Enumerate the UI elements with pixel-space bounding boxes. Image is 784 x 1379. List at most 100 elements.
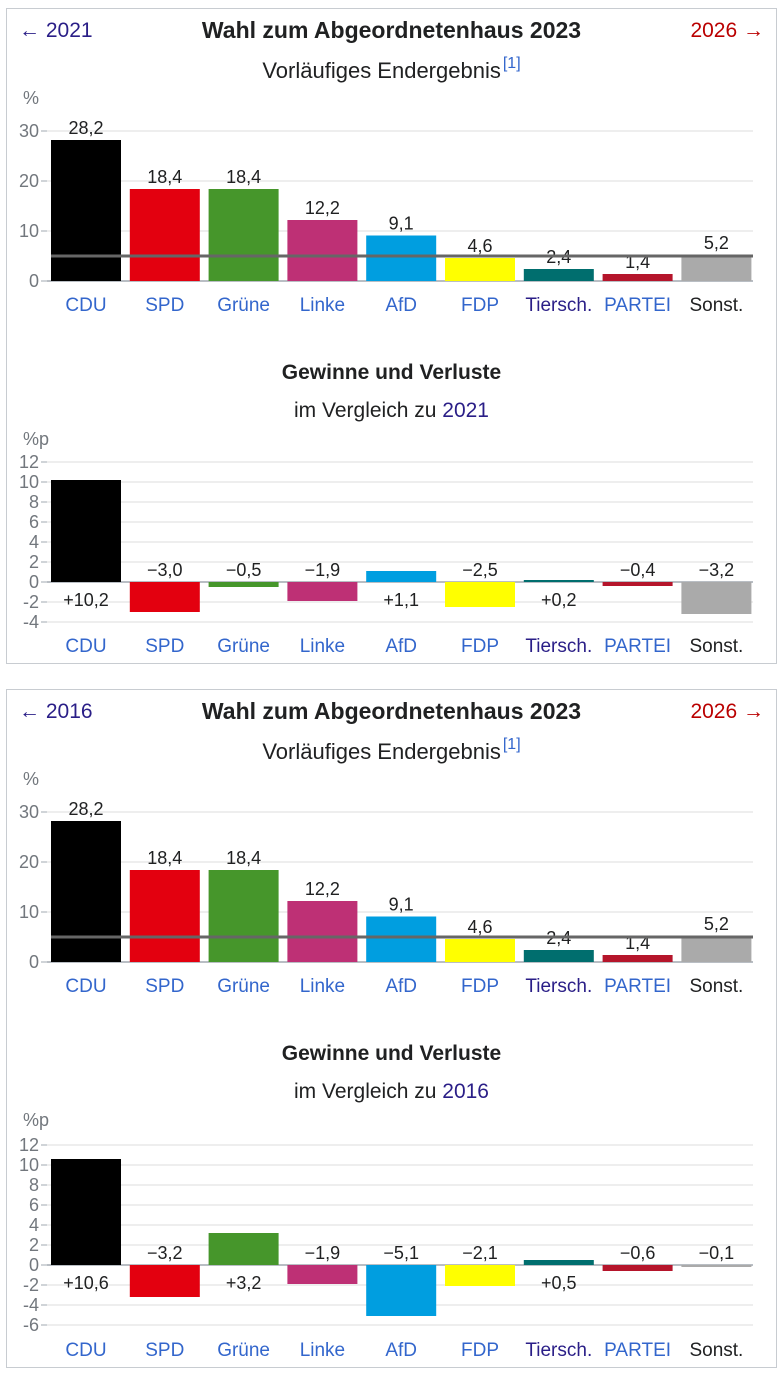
- y-tick-label: 2: [29, 1235, 39, 1255]
- category-label-sonst[interactable]: Sonst.: [689, 295, 743, 316]
- footnote-link[interactable]: [1]: [502, 55, 521, 72]
- y-tick-label: 0: [29, 271, 39, 291]
- bar-grne: [208, 1233, 279, 1265]
- category-label-afd[interactable]: AfD: [385, 636, 417, 657]
- bar-tiersch: [523, 580, 594, 582]
- y-tick-label: 10: [19, 1155, 39, 1175]
- election-panel-vs-2016: ← 2016 Wahl zum Abgeordnetenhaus 2023 20…: [6, 689, 777, 1368]
- panel-title: Wahl zum Abgeordnetenhaus 2023: [201, 698, 582, 724]
- value-label: −5,1: [383, 1243, 419, 1263]
- diff-subtitle: im Vergleich zu 2021: [7, 399, 776, 423]
- y-tick-label: 20: [19, 852, 39, 872]
- y-tick-label: 4: [29, 532, 39, 552]
- bar-linke: [287, 901, 358, 962]
- previous-election-link[interactable]: ← 2016: [19, 700, 93, 723]
- bar-tiersch: [523, 950, 594, 962]
- category-label-partei[interactable]: PARTEI: [604, 976, 671, 997]
- category-label-partei[interactable]: PARTEI: [604, 636, 671, 657]
- previous-election-link[interactable]: ← 2021: [19, 19, 93, 42]
- category-label-fdp[interactable]: FDP: [461, 295, 499, 316]
- category-label-tiersch[interactable]: Tiersch.: [525, 976, 592, 997]
- category-label-linke[interactable]: Linke: [300, 636, 345, 657]
- category-label-linke[interactable]: Linke: [300, 1340, 345, 1361]
- category-label-partei[interactable]: PARTEI: [604, 1340, 671, 1361]
- value-label: +0,2: [541, 590, 577, 610]
- category-label-tiersch[interactable]: Tiersch.: [525, 636, 592, 657]
- category-label-spd[interactable]: SPD: [145, 636, 184, 657]
- category-label-fdp[interactable]: FDP: [461, 1340, 499, 1361]
- value-label: −1,9: [305, 1243, 341, 1263]
- bar-afd: [366, 916, 437, 962]
- category-label-cdu[interactable]: CDU: [65, 295, 106, 316]
- y-tick-label: 0: [29, 952, 39, 972]
- category-label-cdu[interactable]: CDU: [65, 636, 106, 657]
- bar-sonst: [681, 582, 752, 614]
- category-label-linke[interactable]: Linke: [300, 976, 345, 997]
- value-label: 28,2: [68, 118, 103, 138]
- value-label: +10,2: [63, 590, 109, 610]
- bar-fdp: [445, 1265, 515, 1286]
- comparison-year-link[interactable]: 2021: [442, 399, 489, 422]
- category-label-spd[interactable]: SPD: [145, 295, 184, 316]
- value-label: −0,4: [620, 560, 656, 580]
- category-label-fdp[interactable]: FDP: [461, 976, 499, 997]
- result-chart: % 0 10 20 30 28,2 CDU 18,4 SPD 18,4 Grüne 12,2 Linke…: [19, 88, 753, 316]
- category-label-tiersch[interactable]: Tiersch.: [525, 1340, 592, 1361]
- bar-cdu: [51, 480, 121, 582]
- bar-afd: [366, 571, 437, 582]
- value-label: 18,4: [226, 848, 261, 868]
- value-label: −1,9: [305, 560, 341, 580]
- y-tick-label: 6: [29, 512, 39, 532]
- bar-fdp: [445, 258, 515, 281]
- category-label-spd[interactable]: SPD: [145, 1340, 184, 1361]
- y-tick-label: 2: [29, 552, 39, 572]
- bar-grne: [208, 189, 279, 281]
- category-label-grne[interactable]: Grüne: [217, 976, 270, 997]
- category-label-linke[interactable]: Linke: [300, 295, 345, 316]
- category-label-fdp[interactable]: FDP: [461, 636, 499, 657]
- category-label-grne[interactable]: Grüne: [217, 636, 270, 657]
- y-tick-label: 0: [29, 572, 39, 592]
- y-tick-label: -2: [23, 592, 39, 612]
- category-label-cdu[interactable]: CDU: [65, 1340, 106, 1361]
- diff-title: Gewinne und Verluste: [281, 1042, 502, 1065]
- footnote-link[interactable]: [1]: [502, 736, 521, 753]
- bar-fdp: [445, 582, 515, 607]
- next-election-link[interactable]: 2026 →: [690, 700, 764, 723]
- bar-grne: [208, 870, 279, 962]
- result-chart: % 0 10 20 30 28,2 CDU 18,4 SPD 18,4 Grüne 12,2 Linke…: [19, 769, 753, 997]
- next-election-link[interactable]: 2026 →: [690, 19, 764, 42]
- category-label-grne[interactable]: Grüne: [217, 1340, 270, 1361]
- value-label: 9,1: [389, 895, 414, 915]
- category-label-grne[interactable]: Grüne: [217, 295, 270, 316]
- y-tick-label: 30: [19, 121, 39, 141]
- y-tick-label: 8: [29, 1175, 39, 1195]
- y-tick-label: -4: [23, 612, 39, 632]
- category-label-spd[interactable]: SPD: [145, 976, 184, 997]
- bar-afd: [366, 235, 437, 281]
- category-label-afd[interactable]: AfD: [385, 1340, 417, 1361]
- category-label-afd[interactable]: AfD: [385, 295, 417, 316]
- category-label-tiersch[interactable]: Tiersch.: [525, 295, 592, 316]
- bar-partei: [602, 582, 673, 586]
- bar-cdu: [51, 1159, 121, 1265]
- bar-tiersch: [523, 269, 594, 281]
- value-label: +3,2: [226, 1273, 262, 1293]
- comparison-year-link[interactable]: 2016: [442, 1080, 489, 1103]
- category-label-sonst[interactable]: Sonst.: [689, 976, 743, 997]
- category-label-afd[interactable]: AfD: [385, 976, 417, 997]
- value-label: 12,2: [305, 198, 340, 218]
- y-axis-unit-label: %: [23, 88, 39, 108]
- value-label: −2,1: [462, 1243, 498, 1263]
- category-label-partei[interactable]: PARTEI: [604, 295, 671, 316]
- value-label: 18,4: [147, 848, 182, 868]
- y-tick-label: 20: [19, 171, 39, 191]
- panel-title: Wahl zum Abgeordnetenhaus 2023: [201, 17, 582, 43]
- category-label-sonst[interactable]: Sonst.: [689, 1340, 743, 1361]
- category-label-sonst[interactable]: Sonst.: [689, 636, 743, 657]
- y-tick-label: 10: [19, 221, 39, 241]
- bar-spd: [129, 1265, 200, 1297]
- category-label-cdu[interactable]: CDU: [65, 976, 106, 997]
- y-tick-label: 0: [29, 1255, 39, 1275]
